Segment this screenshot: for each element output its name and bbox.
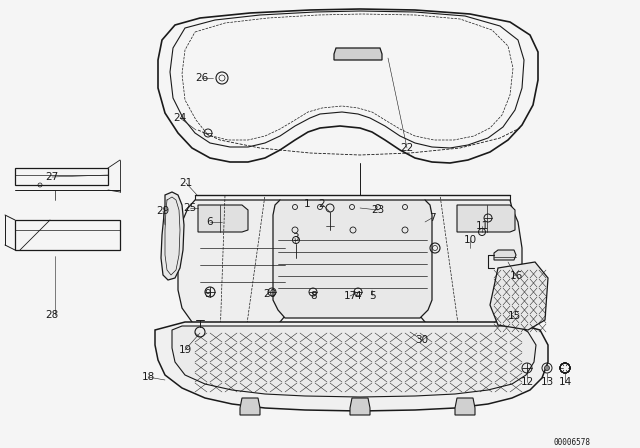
Polygon shape	[178, 200, 295, 338]
Polygon shape	[170, 11, 524, 148]
Text: 4: 4	[355, 291, 362, 301]
Text: 12: 12	[520, 377, 534, 387]
Polygon shape	[490, 262, 548, 330]
Polygon shape	[15, 220, 120, 250]
Text: 18: 18	[141, 372, 155, 382]
Text: 7: 7	[429, 213, 435, 223]
Text: 5: 5	[370, 291, 376, 301]
Text: 11: 11	[476, 221, 488, 231]
Text: 30: 30	[415, 335, 429, 345]
Polygon shape	[410, 200, 522, 338]
Text: 23: 23	[371, 205, 385, 215]
Polygon shape	[198, 205, 248, 232]
Text: 6: 6	[207, 217, 213, 227]
Text: 19: 19	[179, 345, 191, 355]
Text: 25: 25	[184, 203, 196, 213]
Polygon shape	[15, 168, 108, 185]
Text: 22: 22	[401, 143, 413, 153]
Text: 29: 29	[156, 206, 170, 216]
Text: 2: 2	[319, 199, 325, 209]
Text: 17: 17	[344, 291, 356, 301]
Text: 27: 27	[45, 172, 59, 182]
Text: 9: 9	[205, 289, 211, 299]
Polygon shape	[240, 398, 260, 415]
Polygon shape	[161, 192, 184, 280]
Text: 00006578: 00006578	[554, 438, 591, 447]
Text: 1: 1	[304, 199, 310, 209]
Text: 20: 20	[264, 289, 276, 299]
Text: 8: 8	[310, 291, 317, 301]
Polygon shape	[334, 48, 382, 60]
Text: 13: 13	[540, 377, 554, 387]
Polygon shape	[155, 322, 548, 411]
Text: 28: 28	[45, 310, 59, 320]
Text: 14: 14	[558, 377, 572, 387]
Polygon shape	[455, 398, 475, 415]
Polygon shape	[158, 9, 538, 163]
Polygon shape	[494, 250, 516, 260]
Text: 10: 10	[463, 235, 477, 245]
Polygon shape	[273, 200, 432, 318]
Text: 3: 3	[292, 233, 298, 243]
Polygon shape	[457, 205, 515, 232]
Text: 21: 21	[179, 178, 193, 188]
Text: 24: 24	[173, 113, 187, 123]
Text: 16: 16	[509, 271, 523, 281]
Text: 26: 26	[195, 73, 209, 83]
Circle shape	[545, 366, 550, 370]
Polygon shape	[350, 398, 370, 415]
Text: 15: 15	[508, 311, 520, 321]
Polygon shape	[172, 326, 536, 397]
